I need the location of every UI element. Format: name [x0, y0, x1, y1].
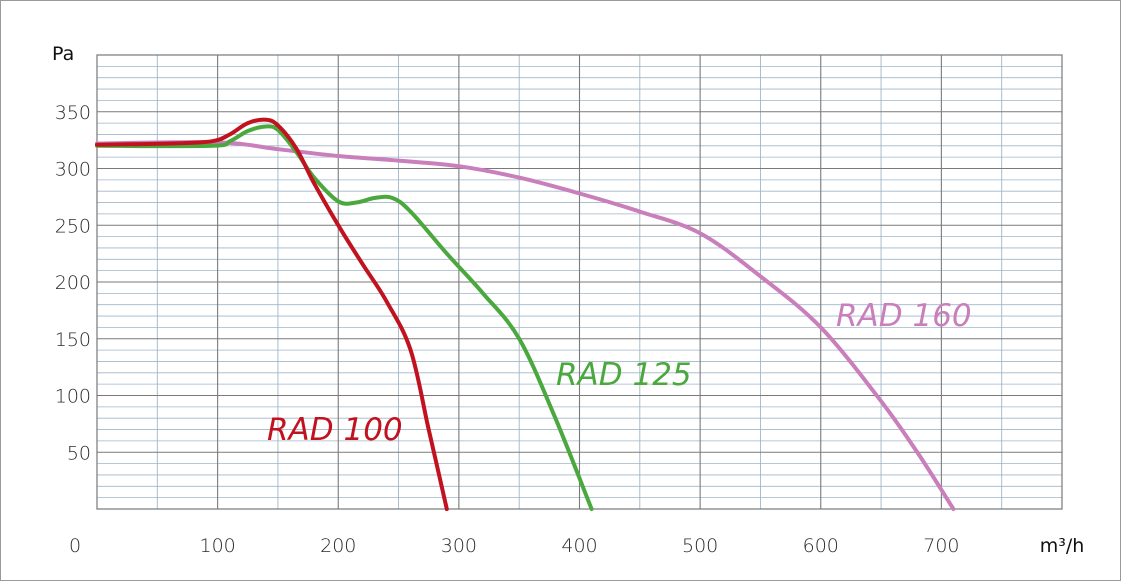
y-tick-label: 50 [67, 442, 91, 464]
x-tick-label: 100 [199, 535, 235, 557]
y-tick-label: 200 [55, 272, 91, 294]
series-line-rad-125 [95, 124, 594, 511]
x-tick-label: 300 [441, 535, 477, 557]
tick-labels: 50 100 150 200 250 300 350 0 100 200 300 400 500 600 7… [55, 102, 960, 557]
x-tick-label: 700 [923, 535, 959, 557]
y-tick-label: 250 [55, 215, 91, 237]
x-tick-label: 400 [561, 535, 597, 557]
x-tick-label: 200 [320, 535, 356, 557]
major-grid [97, 55, 1062, 509]
y-tick-label: 100 [55, 386, 91, 408]
y-tick-label: 350 [55, 102, 91, 124]
series-label-rad-125: RAD 125 [556, 357, 692, 393]
series-label-rad-160: RAD 160 [836, 298, 972, 334]
y-axis-label: Pa [52, 43, 74, 65]
x-tick-label: 0 [69, 535, 81, 557]
x-axis-label: m³/h [1040, 535, 1085, 557]
series-line-rad-100 [95, 117, 449, 511]
x-tick-label: 600 [803, 535, 839, 557]
series-label-rad-100: RAD 100 [267, 412, 403, 448]
y-tick-label: 300 [55, 159, 91, 181]
series-layer [95, 117, 956, 511]
x-tick-label: 500 [682, 535, 718, 557]
y-tick-label: 150 [55, 329, 91, 351]
plot-border [96, 54, 1063, 510]
series-line-rad-160 [95, 140, 956, 511]
